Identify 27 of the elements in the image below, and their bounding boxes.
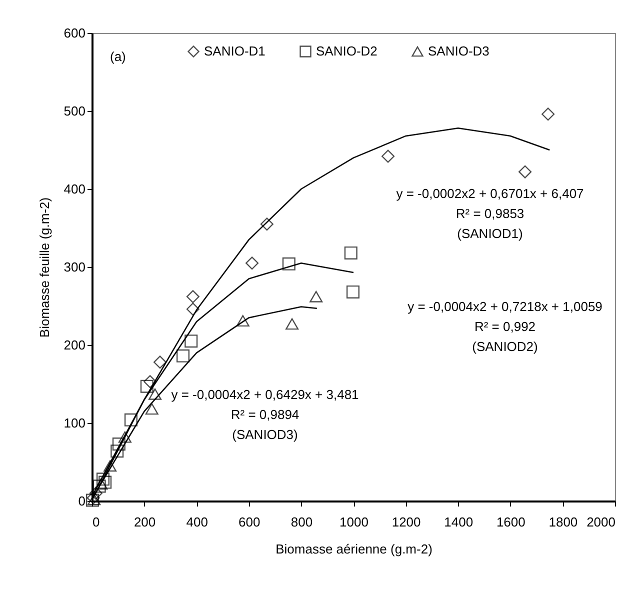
x-tick-label: 1600 xyxy=(496,514,526,530)
x-tick-label: 2000 xyxy=(586,514,616,530)
x-tick-label: 1200 xyxy=(392,514,421,530)
annotation: (a) xyxy=(110,49,126,64)
y-tick-label: 300 xyxy=(64,260,86,274)
annotation: y = -0,0004x2 + 0,7218x + 1,0059 R² = 0,992 (SANIOD2) xyxy=(408,299,602,354)
y-tick-label: 400 xyxy=(64,182,86,196)
x-tick-label: 400 xyxy=(186,514,208,530)
y-tick-label: 600 xyxy=(64,26,86,40)
x-tick-label: 1000 xyxy=(340,514,368,530)
y-tick-label: 100 xyxy=(64,416,86,430)
x-tick-label: 600 xyxy=(238,514,260,530)
legend-label: SANIO-D2 xyxy=(316,44,378,58)
x-tick-label: 1800 xyxy=(548,514,578,530)
annotation: y = -0,0004x2 + 0,6429x + 3,481 R² = 0,9894 (SANIOD3) xyxy=(171,387,359,442)
annotation: y = -0,0002x2 + 0,6701x + 6,407 R² = 0,9853 (SANIOD1) xyxy=(396,186,584,241)
y-tick-label: 500 xyxy=(64,104,86,118)
x-tick-label: 200 xyxy=(134,514,156,530)
x-tick-label: 1400 xyxy=(444,514,474,530)
legend-label: SANIO-D3 xyxy=(428,44,490,58)
x-tick-label: 800 xyxy=(290,514,313,530)
y-tick-label: 0 xyxy=(78,494,86,508)
x-axis-title: Biomasse aérienne (g.m-2) xyxy=(276,542,432,556)
x-tick-label: 0 xyxy=(92,514,100,530)
legend-label: SANIO-D1 xyxy=(204,44,266,58)
y-tick-label: 200 xyxy=(64,338,86,352)
y-axis-title: Biomasse feuille (g.m-2) xyxy=(36,197,52,338)
